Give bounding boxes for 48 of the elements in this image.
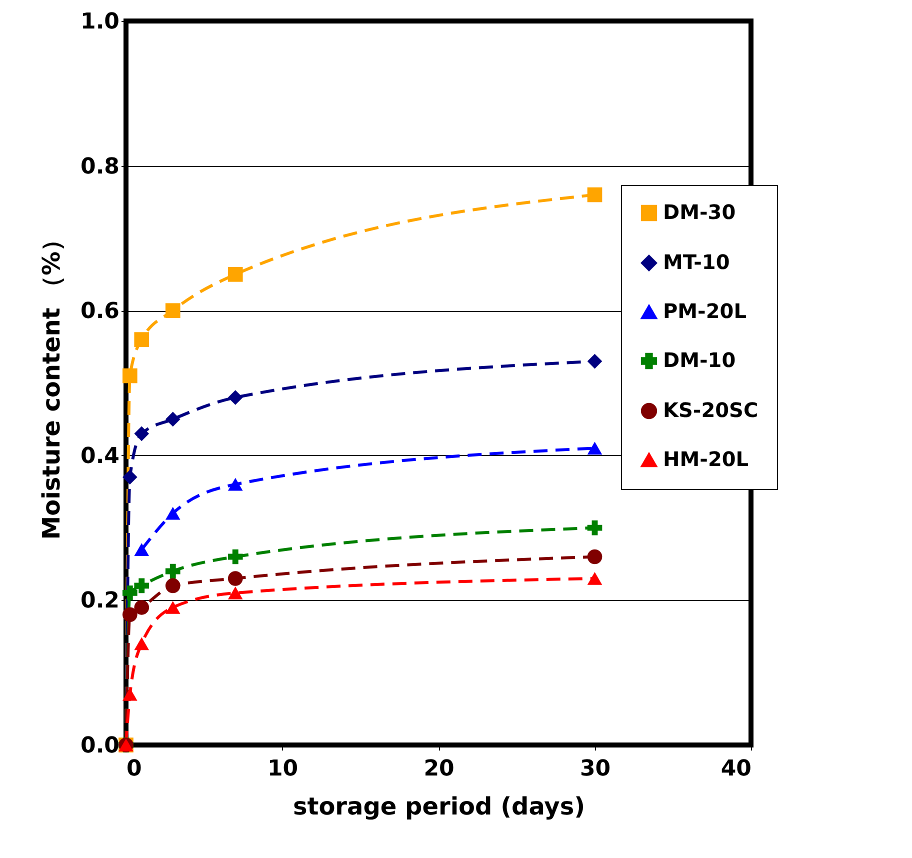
- point: [165, 564, 180, 579]
- y-tick-label: 0.0: [80, 734, 120, 758]
- x-tick-label: 10: [267, 756, 298, 782]
- point: [587, 354, 602, 369]
- y-tick-label: 0.4: [80, 444, 120, 469]
- y-tick-label: 0.2: [80, 588, 120, 614]
- point: [134, 578, 150, 594]
- point: [122, 586, 138, 600]
- point: [587, 187, 602, 202]
- point: [165, 601, 180, 614]
- point: [134, 600, 150, 615]
- point: [228, 266, 243, 282]
- x-tick-label: 20: [424, 756, 454, 782]
- point: [587, 572, 602, 585]
- point: [122, 368, 138, 384]
- legend-label: HM-20L: [663, 447, 749, 471]
- y-tick-label: 0.6: [80, 299, 120, 324]
- y-axis-title: Moisture content （%）: [38, 227, 66, 540]
- point: [122, 470, 138, 485]
- y-tick-label: 0.8: [80, 154, 120, 180]
- point: [122, 607, 138, 622]
- point: [587, 520, 602, 536]
- point: [228, 478, 243, 491]
- point: [122, 688, 138, 701]
- point: [134, 637, 150, 650]
- x-tick-label: 30: [580, 756, 611, 782]
- x-tick-label: 0: [126, 756, 142, 782]
- x-tick-label: 40: [720, 756, 752, 782]
- point: [134, 543, 150, 556]
- x-axis-title: storage period (days): [292, 792, 586, 820]
- point: [228, 571, 243, 586]
- point: [587, 442, 602, 455]
- y-tick-label: 1.0: [80, 10, 120, 34]
- point: [134, 426, 150, 442]
- point: [134, 332, 150, 347]
- point: [228, 586, 243, 600]
- point: [165, 412, 180, 427]
- point: [587, 549, 602, 564]
- point: [228, 390, 243, 405]
- point: [228, 549, 243, 564]
- legend-label: KS-20SC: [663, 398, 758, 422]
- point: [165, 303, 180, 318]
- point: [165, 578, 180, 594]
- legend-label: MT-10: [663, 250, 730, 274]
- point: [165, 506, 180, 520]
- legend-label: DM-30: [663, 200, 736, 224]
- legend-label: DM-10: [663, 348, 736, 372]
- legend-label: PM-20L: [663, 299, 747, 323]
